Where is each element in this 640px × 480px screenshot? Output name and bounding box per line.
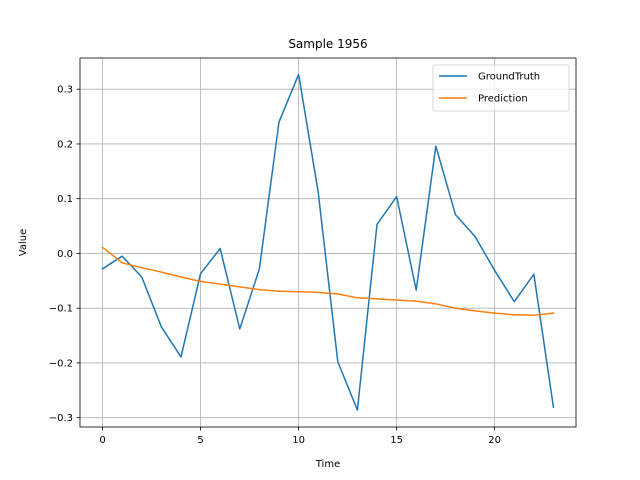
y-tick-label: 0.1 xyxy=(57,194,73,205)
plot-frame xyxy=(79,57,577,428)
x-axis-title: Time xyxy=(315,459,340,470)
legend: GroundTruth Prediction xyxy=(432,64,570,112)
x-tick-label: 10 xyxy=(292,435,305,446)
y-tick-label: 0.2 xyxy=(57,139,73,150)
legend-label-prediction: Prediction xyxy=(478,94,528,105)
x-tick-label: 15 xyxy=(390,435,403,446)
y-axis-title: Value xyxy=(18,229,29,256)
chart-title: Sample 1956 xyxy=(288,37,367,51)
x-tick-label: 20 xyxy=(488,435,501,446)
x-tick-label: 0 xyxy=(99,435,105,446)
y-tick-label: −0.2 xyxy=(49,358,73,369)
y-axis: −0.3 −0.2 −0.1 0.0 0.1 0.2 0.3 xyxy=(49,85,80,424)
x-axis: 0 5 10 15 20 xyxy=(99,427,501,446)
series-line-prediction xyxy=(101,246,555,317)
y-tick-label: 0.3 xyxy=(57,85,73,96)
series-line-groundtruth xyxy=(101,73,555,411)
y-tick-label: −0.3 xyxy=(49,413,73,424)
series-layer xyxy=(101,73,555,411)
grid xyxy=(80,58,576,427)
y-tick-label: 0.0 xyxy=(57,249,73,260)
y-tick-label: −0.1 xyxy=(49,304,73,315)
legend-label-groundtruth: GroundTruth xyxy=(478,72,540,83)
x-tick-label: 5 xyxy=(197,435,203,446)
